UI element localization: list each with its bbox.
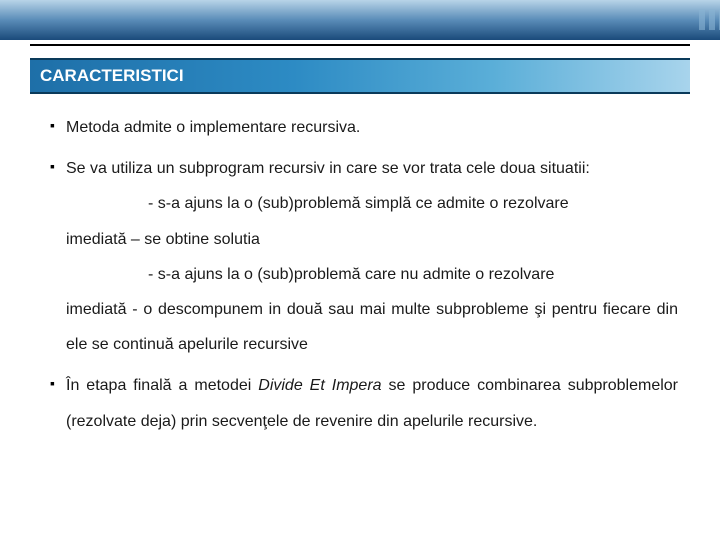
content-area: Metoda admite o implementare recursiva. … xyxy=(50,110,678,445)
top-gradient-bar xyxy=(0,0,720,40)
bullet-2-line1: Se va utiliza un subprogram recursiv in … xyxy=(66,160,536,177)
bullet-2-sub1a: - s-a ajuns la o (sub)problemă simplă ce… xyxy=(66,186,678,221)
bullet-1-text: Metoda admite o implementare recursiva. xyxy=(66,119,360,136)
bullet-3: În etapa finală a metodei Divide Et Impe… xyxy=(50,368,678,438)
bullet-3-italic: Divide Et Impera xyxy=(258,377,381,394)
section-title: CARACTERISTICI xyxy=(40,66,184,86)
bullet-1: Metoda admite o implementare recursiva. xyxy=(50,110,678,145)
bullet-2: Se va utiliza un subprogram recursiv in … xyxy=(50,151,678,362)
bullet-3a: În etapa finală a metodei xyxy=(66,377,258,394)
bullet-2-line2: situatii: xyxy=(540,160,590,177)
bullet-2-sub2b: imediată - o descompunem in două sau mai… xyxy=(66,292,678,362)
bullet-2-sub2a: - s-a ajuns la o (sub)problemă care nu a… xyxy=(66,257,678,292)
divider-line xyxy=(30,44,690,46)
bullet-2-sub1b: imediată – se obtine solutia xyxy=(66,222,678,257)
section-header: CARACTERISTICI xyxy=(30,58,690,94)
